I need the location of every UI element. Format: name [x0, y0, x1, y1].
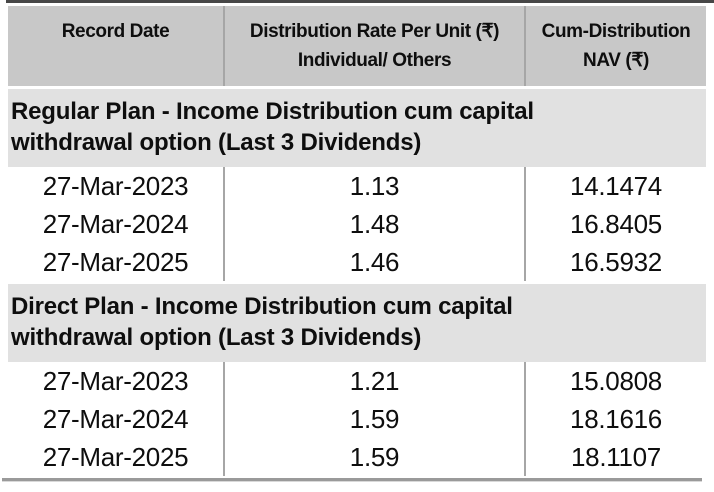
cell-cum-distribution-nav: 15.0808 — [524, 362, 706, 400]
cell-record-date: 27-Mar-2023 — [42, 170, 189, 201]
cell-cum-distribution-nav: 16.8405 — [524, 205, 706, 243]
table-row: 27-Mar-2023 1.21 15.0808 — [8, 362, 706, 400]
table-row: 27-Mar-2025 1.59 18.1107 — [8, 438, 706, 476]
cell-distribution-rate: 1.21 — [223, 362, 524, 400]
cell-cum-distribution-nav: 18.1616 — [524, 400, 706, 438]
cell-cum-distribution-nav: 14.1474 — [524, 167, 706, 205]
table-bottom-border — [2, 478, 702, 482]
cell-cum-distribution-nav: 16.5932 — [524, 243, 706, 281]
cell-record-date: 27-Mar-2023 — [42, 365, 189, 396]
table-row: 27-Mar-2025 1.46 16.5932 — [8, 243, 706, 281]
section-header-regular-plan: Regular Plan - Income Distribution cum c… — [8, 89, 706, 167]
column-header-label: Distribution Rate Per Unit (₹) — [249, 21, 500, 42]
column-header-cum-distribution-nav: Cum-Distribution NAV (₹) — [524, 6, 706, 86]
section-header-direct-plan: Direct Plan - Income Distribution cum ca… — [8, 284, 706, 362]
cell-distribution-rate: 1.13 — [223, 167, 524, 205]
dividend-table: Record Date Distribution Rate Per Unit (… — [2, 6, 706, 482]
cell-distribution-rate: 1.48 — [223, 205, 524, 243]
table-top-border — [6, 0, 714, 3]
table-row: 27-Mar-2024 1.59 18.1616 — [8, 400, 706, 438]
cell-distribution-rate: 1.59 — [223, 400, 524, 438]
cell-distribution-rate: 1.46 — [223, 243, 524, 281]
column-header-distribution-rate: Distribution Rate Per Unit (₹) Individua… — [223, 6, 524, 86]
table-row: 27-Mar-2024 1.48 16.8405 — [8, 205, 706, 243]
column-header-record-date: Record Date — [8, 6, 223, 86]
column-header-sublabel: NAV (₹) — [583, 50, 649, 71]
cell-record-date: 27-Mar-2024 — [42, 403, 189, 434]
cell-record-date: 27-Mar-2025 — [42, 246, 189, 277]
cell-cum-distribution-nav: 18.1107 — [524, 438, 706, 476]
table-header-row: Record Date Distribution Rate Per Unit (… — [8, 6, 706, 86]
column-header-sublabel: Individual/ Others — [297, 50, 452, 71]
cell-record-date: 27-Mar-2025 — [42, 441, 189, 472]
cell-record-date: 27-Mar-2024 — [42, 208, 189, 239]
cell-distribution-rate: 1.59 — [223, 438, 524, 476]
column-header-label: Cum-Distribution — [541, 21, 691, 42]
table-row: 27-Mar-2023 1.13 14.1474 — [8, 167, 706, 205]
column-header-label: Record Date — [61, 21, 170, 42]
